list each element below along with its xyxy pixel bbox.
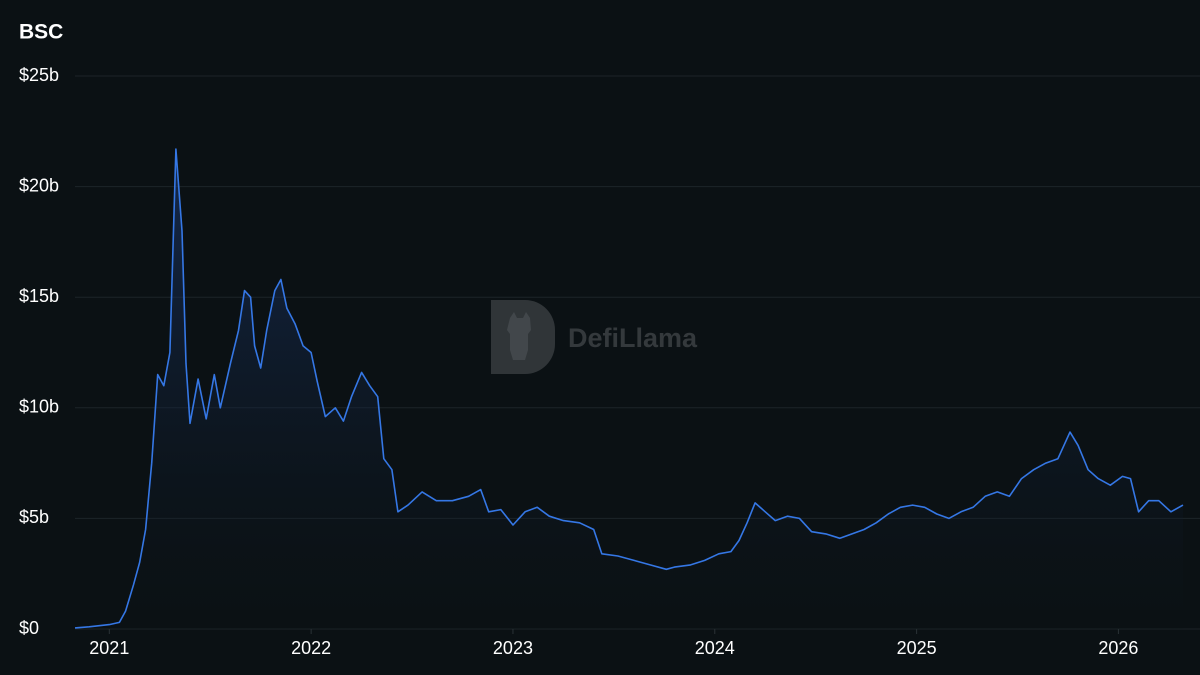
x-tick-label: 2024	[695, 638, 735, 658]
watermark-llama	[507, 312, 531, 360]
y-tick-label: $20b	[19, 175, 59, 195]
x-tick-label: 2021	[89, 638, 129, 658]
y-tick-label: $5b	[19, 507, 49, 527]
y-tick-label: $25b	[19, 65, 59, 85]
y-tick-label: $10b	[19, 397, 59, 417]
area	[75, 149, 1183, 629]
y-tick-label: $0	[19, 618, 39, 638]
line	[74, 148, 1184, 629]
x-tick-label: 2025	[897, 638, 937, 658]
watermark: DefiLlama	[491, 300, 698, 374]
y-tick-label: $15b	[19, 286, 59, 306]
x-tick-label: 2026	[1098, 638, 1138, 658]
x-tick-label: 2023	[493, 638, 533, 658]
watermark-text: DefiLlama	[568, 323, 698, 353]
x-tick-label: 2022	[291, 638, 331, 658]
chart-title: BSC	[19, 21, 63, 44]
